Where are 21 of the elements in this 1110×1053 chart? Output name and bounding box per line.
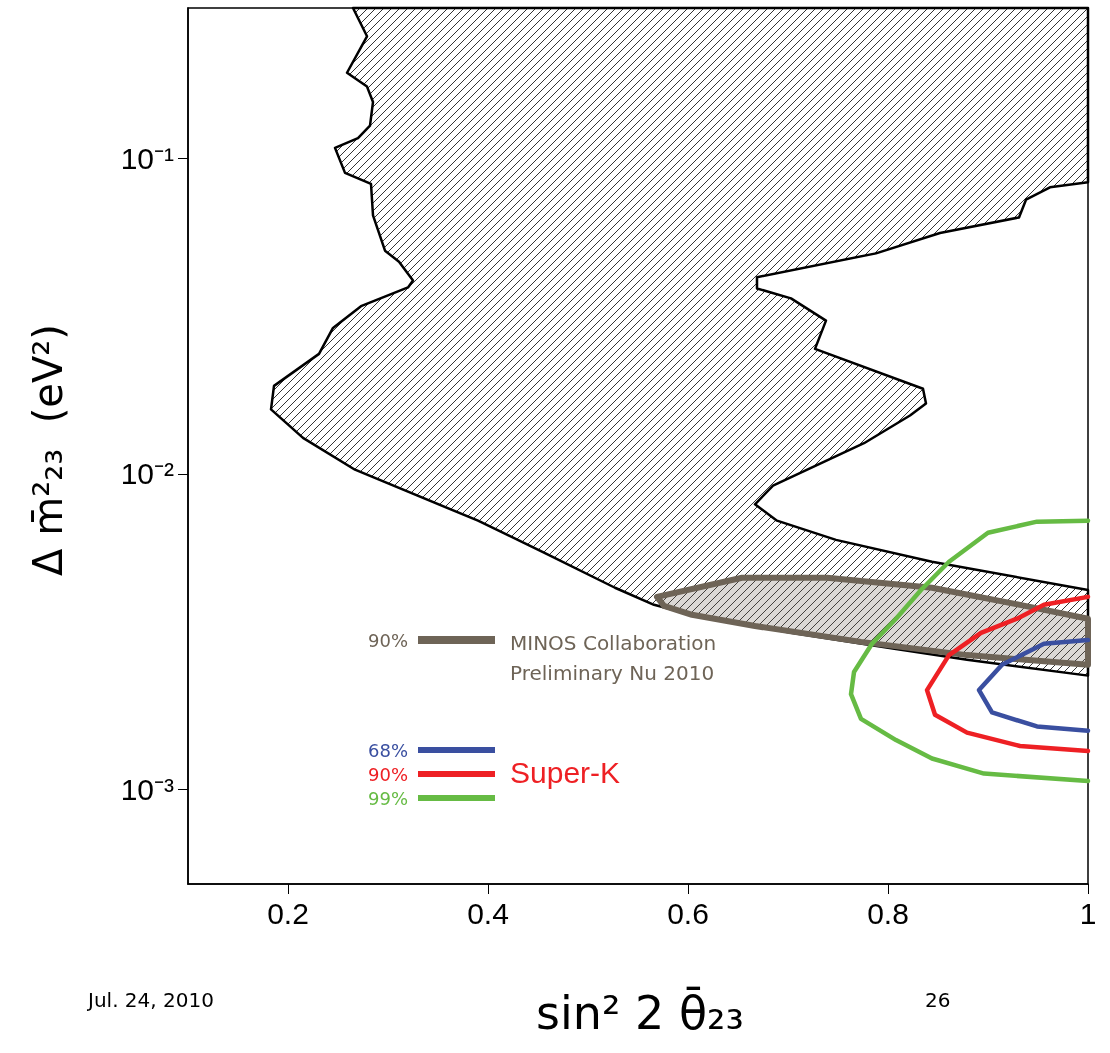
x-tick-label: 0.6 (667, 896, 709, 930)
text: Jul. 24, 2010 (86, 988, 214, 1012)
y-axis-title: Δ m̄²₂₃ (eV²) (25, 324, 71, 576)
line-series (924, 594, 1091, 754)
x-axis-title: sin² 2 θ̄₂₃ (536, 985, 744, 1040)
y-tick-label: 10⁻³ (120, 772, 175, 806)
legend-label: 90% (367, 763, 408, 785)
legend-label: 99% (367, 787, 408, 809)
x-tick-label: 0.8 (867, 896, 909, 930)
y-tick-label: 10⁻¹ (120, 141, 175, 175)
x-tick-label: 0.2 (267, 896, 309, 930)
line-series (976, 637, 1091, 734)
text: 26 (925, 988, 951, 1012)
x-tick-label: 0.4 (467, 896, 509, 930)
annotation: MINOS Collaboration Preliminary Nu 2010 (510, 631, 723, 685)
legend-label: 90% (367, 629, 408, 651)
x-tick-label: 1 (1079, 896, 1097, 930)
legend-label: 68% (367, 739, 408, 761)
annotation: Super-K (510, 755, 621, 789)
line-series (848, 518, 1091, 784)
y-tick-label: 10⁻² (120, 457, 175, 491)
